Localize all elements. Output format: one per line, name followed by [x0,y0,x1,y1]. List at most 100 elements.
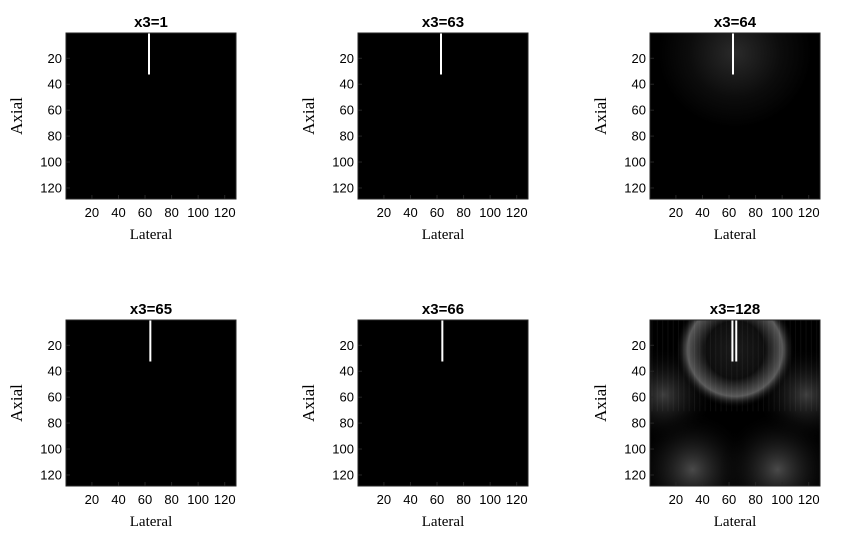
y-tick-label: 20 [632,51,646,66]
image-background [66,33,236,199]
y-tick-label: 40 [340,77,354,92]
x-tick-label: 20 [377,205,391,220]
x-tick-label: 80 [164,205,178,220]
axes-box [65,32,237,200]
x-tick-label: 40 [695,205,709,220]
x-tick-label: 120 [798,205,820,220]
y-tick-label: 20 [340,338,354,353]
x-tick-label: 20 [85,492,99,507]
y-tick-label: 120 [332,467,354,482]
y-axis-label: Axial [299,384,318,422]
y-tick-label: 60 [48,103,62,118]
x-axis-label: Lateral [130,514,172,530]
y-tick-label: 120 [40,180,62,195]
subplot-6: 20 40 60 80 100 120 20 40 60 80 100 120 x3=128 Latera… [591,301,821,530]
x-tick-label: 80 [456,205,470,220]
subplot-title: x3=128 [710,301,760,318]
y-tick-label: 40 [48,77,62,92]
y-tick-label: 100 [40,155,62,170]
y-tick-label: 100 [40,442,62,457]
y-tick-label: 20 [632,338,646,353]
y-axis-label: Axial [299,97,318,135]
y-tick-label: 60 [340,390,354,405]
x-tick-label: 60 [430,492,444,507]
image-pattern-layer [650,320,820,486]
subplot-1: 20 40 60 80 100 120 20 40 60 80 100 120 x3=1 Lateral A… [7,14,237,243]
y-tick-label: 100 [624,442,646,457]
x-tick-label: 20 [669,205,683,220]
x-tick-label: 100 [771,492,793,507]
y-tick-label: 80 [632,416,646,431]
y-tick-label: 40 [632,364,646,379]
x-axis-label: Lateral [714,514,756,530]
subplot-2: 20 40 60 80 100 120 20 40 60 80 100 120 x3=63 Lateral… [299,14,529,243]
x-tick-label: 80 [748,492,762,507]
x-tick-label: 40 [403,205,417,220]
y-tick-label: 80 [340,129,354,144]
x-tick-label: 120 [798,492,820,507]
y-tick-label: 20 [48,51,62,66]
x-axis-label: Lateral [130,227,172,243]
subplot-3: 20 40 60 80 100 120 20 40 60 80 100 120 x3=64 Lateral… [591,14,821,243]
x-tick-label: 40 [111,492,125,507]
image-background [358,33,528,199]
axes-box [357,32,529,200]
subplot-title: x3=63 [422,14,464,31]
y-tick-label: 40 [340,364,354,379]
x-tick-label: 20 [669,492,683,507]
x-tick-label: 120 [506,205,528,220]
y-axis-label: Axial [591,97,610,135]
x-tick-label: 120 [506,492,528,507]
x-tick-label: 60 [138,492,152,507]
y-tick-label: 120 [624,467,646,482]
y-tick-label: 60 [632,103,646,118]
y-axis-label: Axial [591,384,610,422]
y-tick-label: 120 [40,467,62,482]
x-tick-label: 40 [111,205,125,220]
y-tick-label: 80 [632,129,646,144]
y-tick-label: 40 [632,77,646,92]
subplot-title: x3=65 [130,301,172,318]
y-tick-label: 20 [48,338,62,353]
x-tick-label: 100 [479,492,501,507]
axes-box [649,32,821,200]
y-tick-label: 20 [340,51,354,66]
x-tick-label: 40 [695,492,709,507]
y-axis-label: Axial [7,384,26,422]
axes-box [65,319,237,487]
subplot-title: x3=66 [422,301,464,318]
y-tick-label: 80 [48,416,62,431]
y-tick-label: 80 [48,129,62,144]
x-tick-label: 80 [164,492,178,507]
x-tick-label: 100 [479,205,501,220]
image-glow [650,33,820,199]
axes-box [649,319,821,487]
y-axis-label: Axial [7,97,26,135]
subplot-5: 20 40 60 80 100 120 20 40 60 80 100 120 x3=66 Lateral… [299,301,529,530]
y-tick-label: 120 [624,180,646,195]
x-axis-label: Lateral [422,227,464,243]
y-tick-label: 80 [340,416,354,431]
subplot-title: x3=1 [134,14,168,31]
x-tick-label: 60 [722,492,736,507]
y-tick-label: 100 [332,155,354,170]
x-tick-label: 40 [403,492,417,507]
x-tick-label: 80 [748,205,762,220]
y-tick-label: 100 [624,155,646,170]
x-tick-label: 120 [214,205,236,220]
x-tick-label: 60 [722,205,736,220]
axes-box [357,319,529,487]
x-tick-label: 20 [377,492,391,507]
x-tick-label: 80 [456,492,470,507]
x-tick-label: 20 [85,205,99,220]
y-tick-label: 40 [48,364,62,379]
subplot-4: 20 40 60 80 100 120 20 40 60 80 100 120 x3=65 Lateral… [7,301,237,530]
x-tick-label: 60 [430,205,444,220]
y-tick-label: 60 [340,103,354,118]
y-tick-label: 100 [332,442,354,457]
x-tick-label: 100 [771,205,793,220]
subplot-title: x3=64 [714,14,757,31]
x-axis-label: Lateral [714,227,756,243]
x-tick-label: 100 [187,492,209,507]
x-axis-label: Lateral [422,514,464,530]
